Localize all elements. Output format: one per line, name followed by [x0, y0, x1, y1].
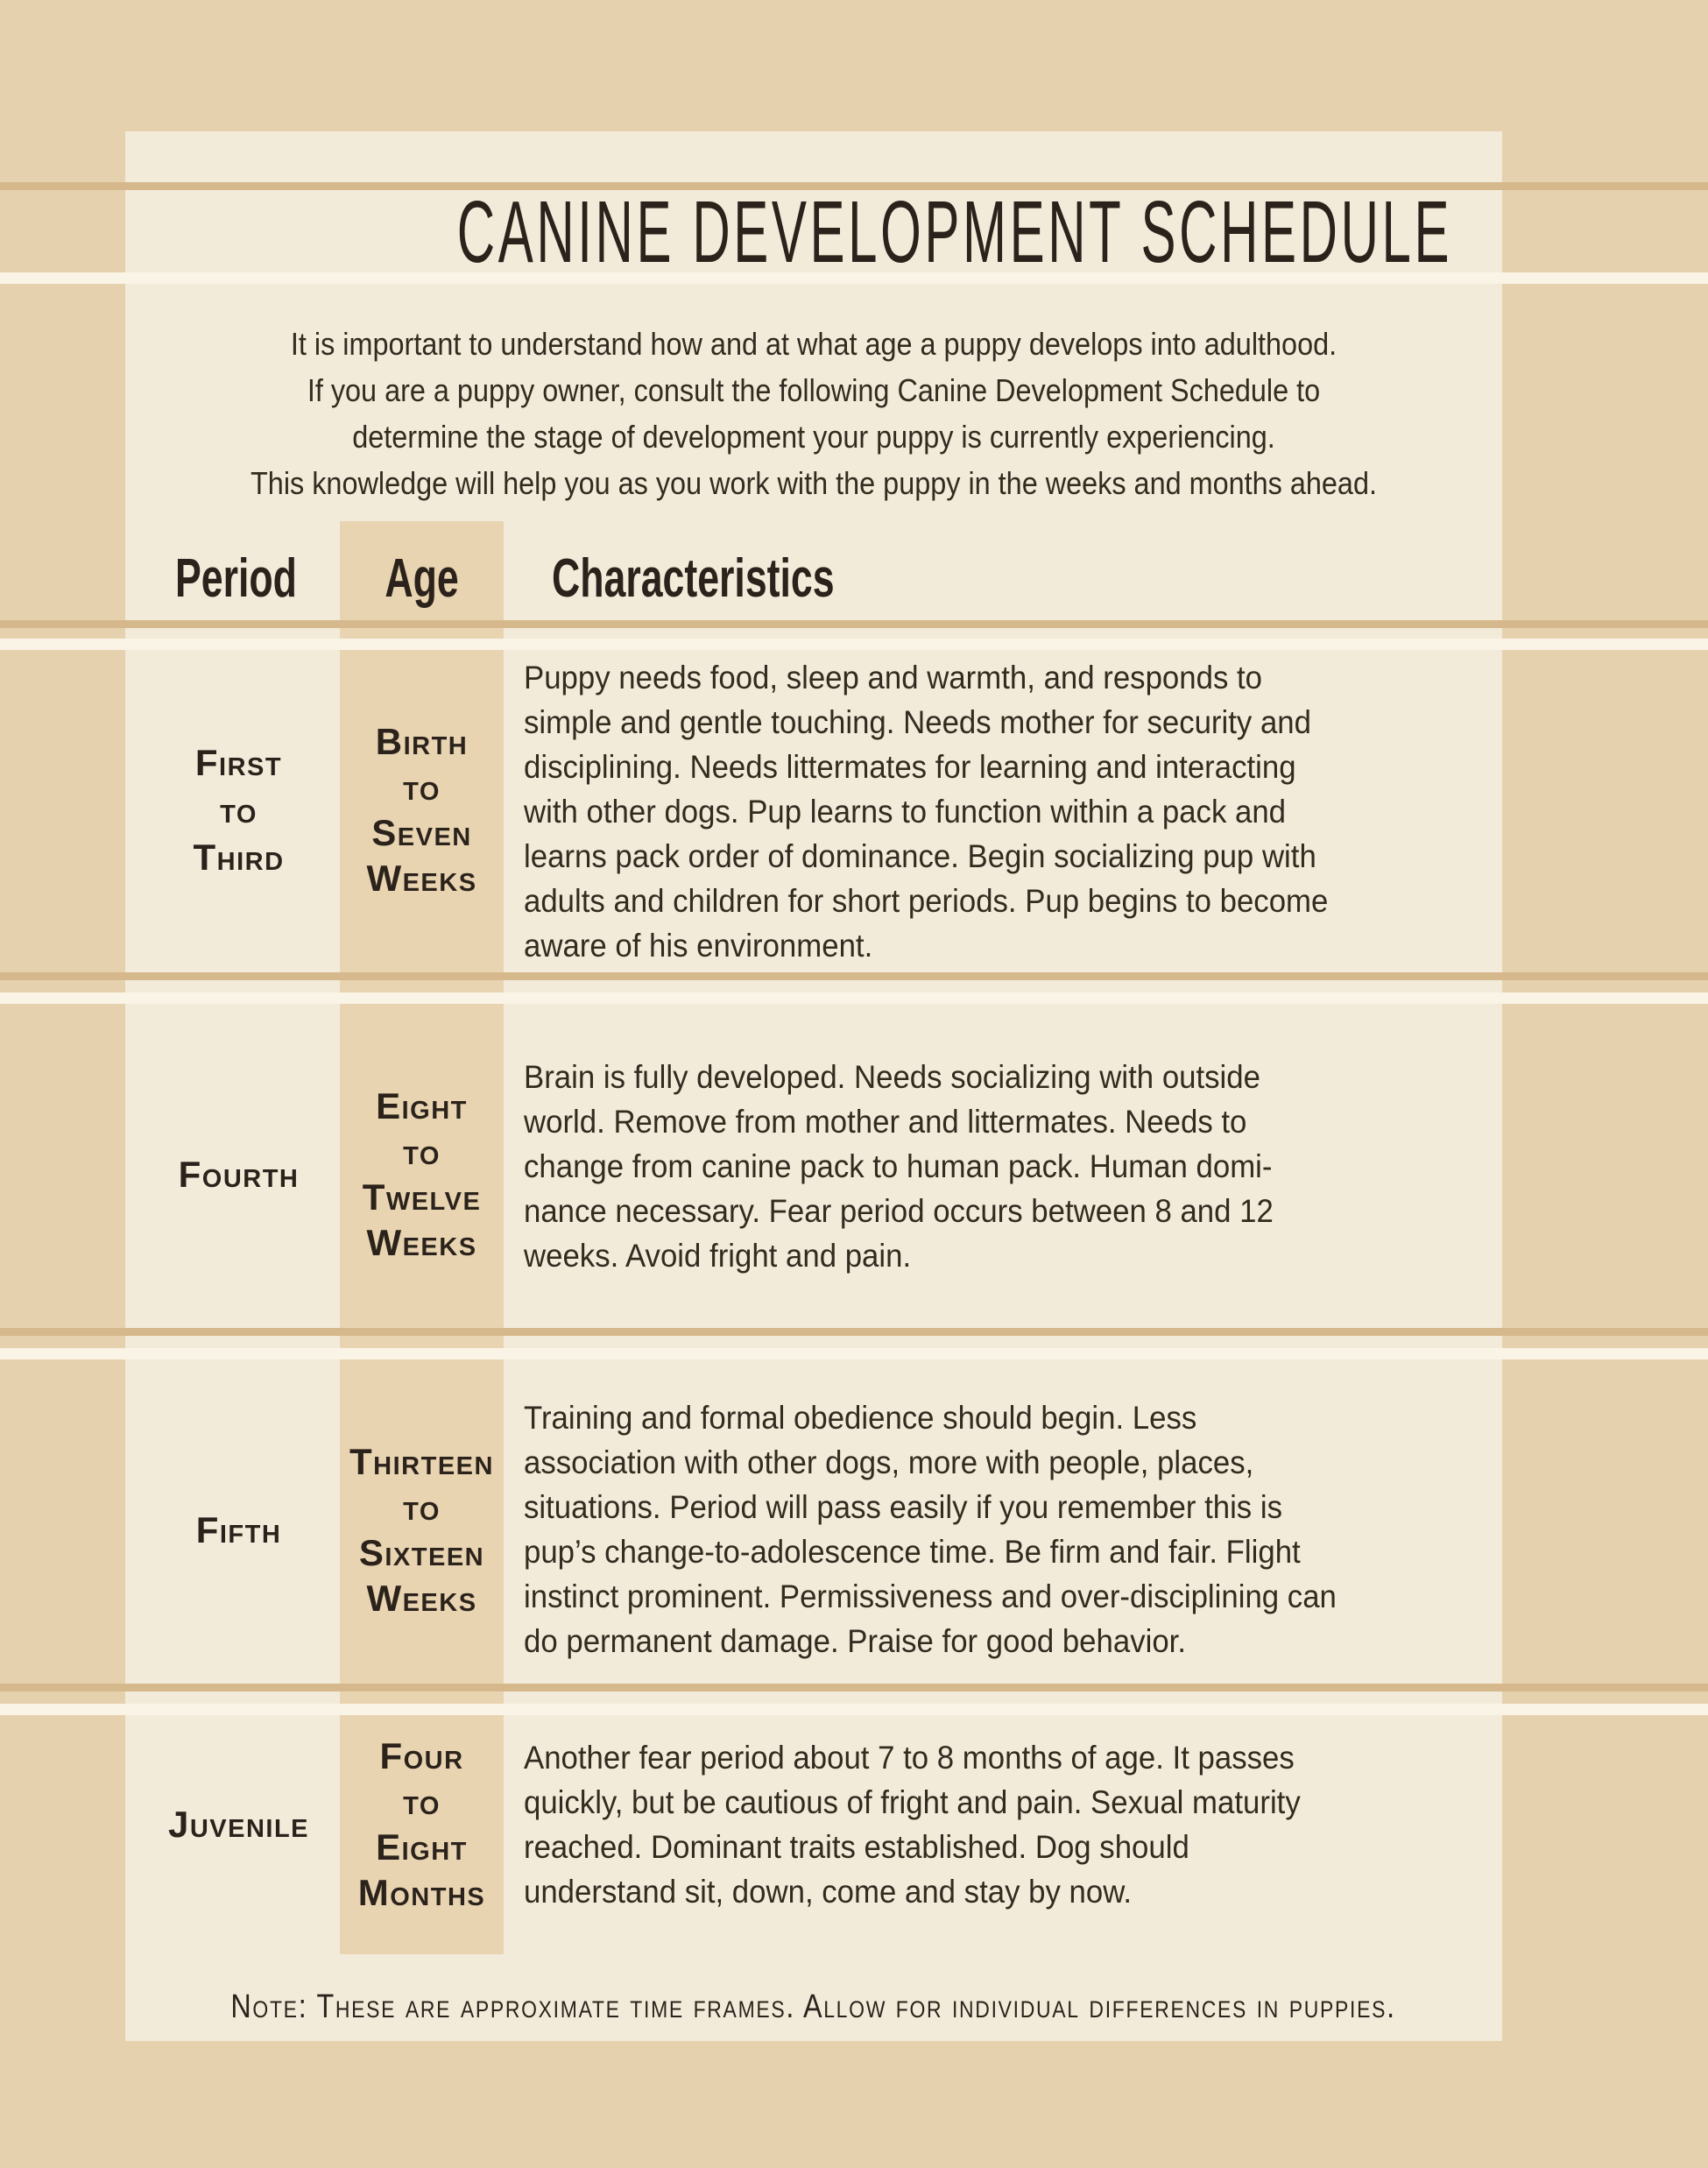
- row1-band: [0, 992, 1708, 1004]
- text-line: association with other dogs, more with p…: [524, 1444, 1254, 1480]
- row1-period-cell: First to Third: [131, 739, 346, 881]
- text-line: Twelve: [362, 1176, 482, 1218]
- row1-characteristics-cell: Puppy needs food, sleep and warmth, and …: [524, 655, 1380, 968]
- text-line: Birth: [375, 721, 469, 762]
- text-line: Weeks: [366, 858, 477, 899]
- text-line: simple and gentle touching. Needs mother…: [524, 704, 1311, 740]
- text-line: instinct prominent. Permissiveness and o…: [524, 1578, 1337, 1614]
- row2-rule: [0, 1328, 1708, 1336]
- text-line: Months: [357, 1872, 486, 1913]
- row3-period-cell: Fifth: [131, 1507, 346, 1554]
- row4-characteristics-cell: Another fear period about 7 to 8 months …: [524, 1735, 1350, 1914]
- row1-rule: [0, 972, 1708, 980]
- page-title: CANINE DEVELOPMENT SCHEDULE: [456, 183, 1453, 281]
- text-line: determine the stage of development your …: [352, 419, 1275, 455]
- text-line: Thirteen: [349, 1441, 494, 1482]
- header-rule: [0, 620, 1708, 628]
- text-line: nance necessary. Fear period occurs betw…: [524, 1193, 1274, 1229]
- intro-paragraph: It is important to understand how and at…: [125, 321, 1502, 506]
- text-line: to: [403, 766, 441, 808]
- text-line: Juvenile: [167, 1804, 310, 1845]
- text-line: learns pack order of dominance. Begin so…: [524, 838, 1316, 874]
- row2-period-cell: Fourth: [131, 1151, 346, 1198]
- text-line: This knowledge will help you as you work…: [251, 465, 1377, 501]
- title-row: CANINE DEVELOPMENT SCHEDULE: [125, 187, 1502, 278]
- text-line: Fifth: [195, 1509, 282, 1550]
- row4-period-cell: Juvenile: [131, 1801, 346, 1848]
- text-line: Seven: [371, 812, 472, 853]
- text-line: to: [403, 1781, 441, 1822]
- text-line: Third: [193, 837, 285, 878]
- text-line: quickly, but be cautious of fright and p…: [524, 1784, 1301, 1820]
- text-line: situations. Period will pass easily if y…: [524, 1489, 1282, 1525]
- text-line: Brain is fully developed. Needs socializ…: [524, 1059, 1260, 1095]
- row2-band: [0, 1348, 1708, 1359]
- text-line: aware of his environment.: [524, 928, 873, 964]
- text-line: to: [403, 1131, 441, 1172]
- text-line: Weeks: [366, 1578, 477, 1619]
- column-header-age: Age: [340, 550, 504, 608]
- row2-age-cell: Eight to Twelve Weeks: [340, 1084, 504, 1266]
- text-line: with other dogs. Pup learns to function …: [524, 794, 1287, 830]
- row3-age-cell: Thirteen to Sixteen Weeks: [340, 1439, 504, 1621]
- text-line: Eight: [376, 1826, 468, 1868]
- text-line: understand sit, down, come and stay by n…: [524, 1874, 1133, 1910]
- text-line: reached. Dominant traits established. Do…: [524, 1829, 1189, 1865]
- column-header-period: Period: [175, 550, 344, 608]
- text-line: If you are a puppy owner, consult the fo…: [307, 372, 1321, 408]
- text-line: Another fear period about 7 to 8 months …: [524, 1740, 1295, 1776]
- row2-characteristics-cell: Brain is fully developed. Needs socializ…: [524, 1055, 1321, 1278]
- text-line: Fourth: [178, 1154, 300, 1195]
- text-line: change from canine pack to human pack. H…: [524, 1148, 1273, 1184]
- text-line: Four: [379, 1735, 464, 1776]
- column-header-characteristics-label: Characteristics: [552, 548, 835, 609]
- text-line: do permanent damage. Praise for good beh…: [524, 1623, 1186, 1659]
- column-header-period-label: Period: [175, 548, 297, 609]
- row4-age-cell: Four to Eight Months: [340, 1734, 504, 1916]
- header-band: [0, 639, 1708, 650]
- text-line: adults and children for short periods. P…: [524, 883, 1329, 919]
- row3-characteristics-cell: Training and formal obedience should beg…: [524, 1395, 1388, 1663]
- footnote-row: Note: These are approximate time frames.…: [125, 1987, 1502, 2027]
- text-line: to: [220, 789, 258, 830]
- text-line: disciplining. Needs littermates for lear…: [524, 749, 1296, 785]
- row3-rule: [0, 1684, 1708, 1691]
- row3-band: [0, 1704, 1708, 1715]
- text-line: pup’s change-to-adolescence time. Be fir…: [524, 1534, 1301, 1570]
- row1-age-cell: Birth to Seven Weeks: [340, 719, 504, 901]
- text-line: weeks. Avoid fright and pain.: [524, 1238, 912, 1274]
- title-top-rule: [0, 182, 1708, 190]
- age-column-strip: [340, 521, 504, 1954]
- text-line: Eight: [376, 1085, 468, 1126]
- text-line: Puppy needs food, sleep and warmth, and …: [524, 660, 1263, 696]
- footnote: Note: These are approximate time frames.…: [230, 1988, 1397, 2025]
- text-line: Training and formal obedience should beg…: [524, 1400, 1197, 1436]
- title-bottom-band: [0, 272, 1708, 284]
- column-header-age-label: Age: [385, 548, 459, 609]
- text-line: Sixteen: [358, 1532, 485, 1573]
- text-line: First: [194, 742, 283, 783]
- text-line: Weeks: [366, 1222, 477, 1263]
- text-line: It is important to understand how and at…: [290, 326, 1337, 362]
- column-header-characteristics: Characteristics: [552, 550, 944, 608]
- text-line: world. Remove from mother and littermate…: [524, 1104, 1247, 1140]
- text-line: to: [403, 1487, 441, 1528]
